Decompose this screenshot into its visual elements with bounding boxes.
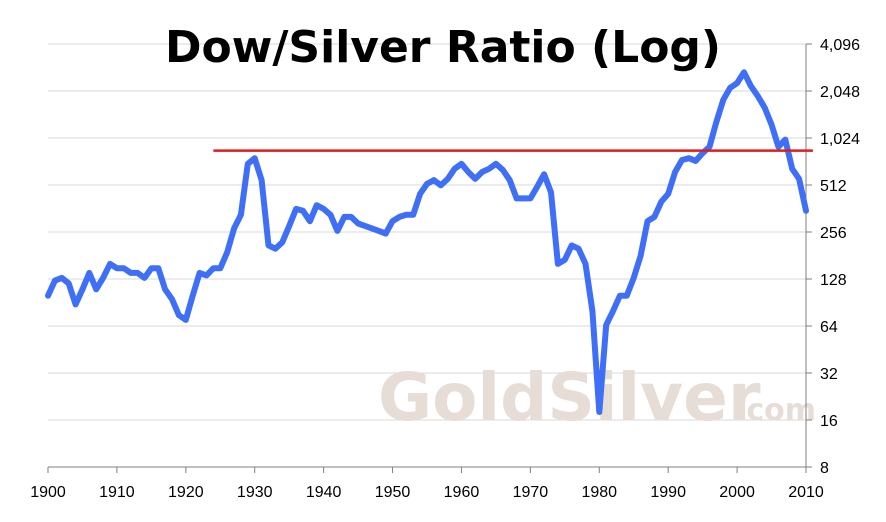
axes: [47, 43, 812, 473]
chart-title: Dow/Silver Ratio (Log): [165, 22, 721, 73]
series-line: [45, 69, 809, 415]
x-tick-label: 1970: [513, 484, 549, 501]
watermark-suffix: .com: [735, 393, 816, 428]
x-tick-label: 1950: [375, 484, 411, 501]
x-tick-label: 1990: [650, 484, 686, 501]
y-tick-label: 128: [820, 272, 847, 289]
y-tick-label: 4,096: [820, 37, 860, 54]
y-tick-label: 256: [820, 225, 847, 242]
y-tick-label: 64: [820, 319, 838, 336]
y-tick-label: 32: [820, 366, 838, 383]
watermark: GoldSilver .com: [378, 359, 816, 436]
x-tick-label: 2000: [719, 484, 755, 501]
y-tick-label: 8: [820, 460, 829, 477]
x-tick-label: 1910: [99, 484, 135, 501]
x-tick-label: 1980: [581, 484, 617, 501]
y-tick-label: 512: [820, 178, 847, 195]
y-tick-label: 16: [820, 413, 838, 430]
y-tick-label: 2,048: [820, 84, 860, 101]
x-tick-label: 1900: [30, 484, 66, 501]
x-tick-label: 1920: [168, 484, 204, 501]
y-tick-label: 1,024: [820, 131, 860, 148]
x-tick-label: 1940: [306, 484, 342, 501]
watermark-main: GoldSilver: [378, 359, 761, 436]
x-tick-label: 1930: [237, 484, 273, 501]
x-tick-label: 2010: [788, 484, 824, 501]
x-tick-label: 1960: [444, 484, 480, 501]
series-layer: [45, 69, 809, 415]
tick-labels: 8 16 32 64 128 256 512 1,024 2,048 4,096 1900 1910 1…: [30, 37, 860, 501]
